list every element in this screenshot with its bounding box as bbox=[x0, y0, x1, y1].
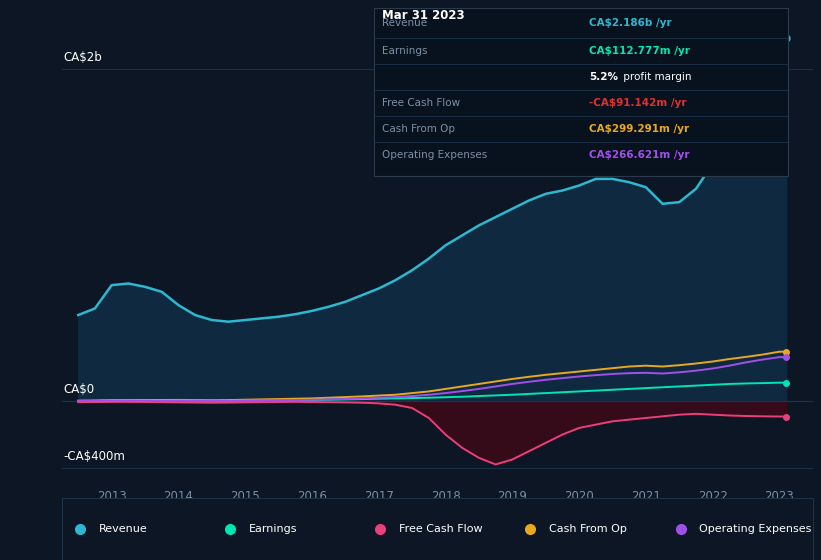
Text: profit margin: profit margin bbox=[620, 72, 692, 82]
Text: Revenue: Revenue bbox=[382, 18, 427, 27]
Text: CA$299.291m /yr: CA$299.291m /yr bbox=[589, 124, 690, 134]
Text: -CA$91.142m /yr: -CA$91.142m /yr bbox=[589, 99, 686, 108]
Text: CA$0: CA$0 bbox=[63, 384, 94, 396]
Text: Earnings: Earnings bbox=[382, 46, 428, 56]
Text: Free Cash Flow: Free Cash Flow bbox=[382, 99, 460, 108]
Text: Cash From Op: Cash From Op bbox=[549, 524, 627, 534]
Text: Free Cash Flow: Free Cash Flow bbox=[399, 524, 483, 534]
Text: CA$2.186b /yr: CA$2.186b /yr bbox=[589, 18, 672, 27]
Text: Mar 31 2023: Mar 31 2023 bbox=[382, 10, 465, 22]
Text: CA$112.777m /yr: CA$112.777m /yr bbox=[589, 46, 690, 56]
Text: Revenue: Revenue bbox=[99, 524, 147, 534]
Text: Operating Expenses: Operating Expenses bbox=[699, 524, 812, 534]
Text: 5.2%: 5.2% bbox=[589, 72, 618, 82]
Text: Earnings: Earnings bbox=[249, 524, 297, 534]
Text: CA$266.621m /yr: CA$266.621m /yr bbox=[589, 151, 690, 160]
Text: Cash From Op: Cash From Op bbox=[382, 124, 455, 134]
Text: Operating Expenses: Operating Expenses bbox=[382, 151, 487, 160]
Text: CA$2b: CA$2b bbox=[63, 52, 102, 64]
Text: -CA$400m: -CA$400m bbox=[63, 450, 125, 463]
